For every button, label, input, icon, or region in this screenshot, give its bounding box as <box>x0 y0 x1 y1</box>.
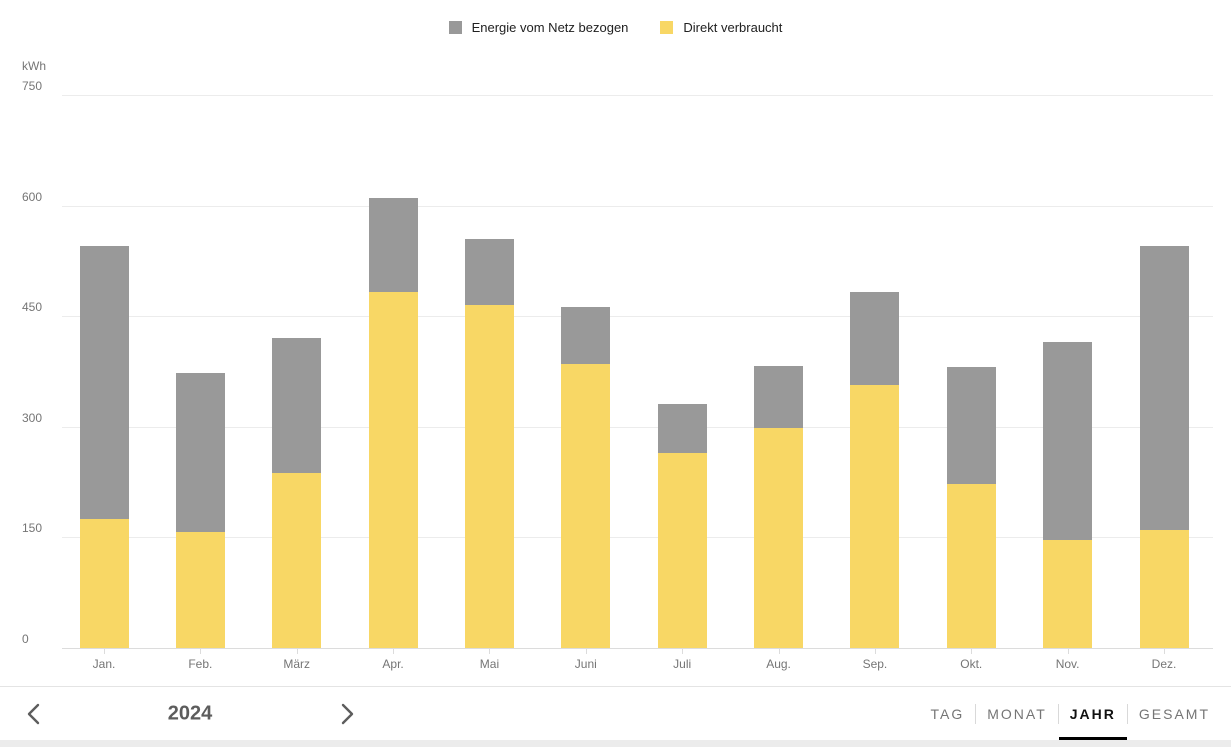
bar-segment-direct-consumed[interactable] <box>1139 530 1189 648</box>
bar-Aug <box>754 365 804 648</box>
x-axis-tick <box>200 648 202 654</box>
tab-monat[interactable]: MONAT <box>976 687 1058 740</box>
bar-segment-grid-energy[interactable] <box>946 367 996 485</box>
tab-divider <box>1057 703 1059 724</box>
bar-März <box>272 338 322 648</box>
bar-Mai <box>464 238 514 648</box>
gridline-150 <box>62 537 1213 539</box>
x-axis-tick <box>1067 648 1069 654</box>
bar-segment-direct-consumed[interactable] <box>368 291 418 648</box>
x-axis-tick <box>296 648 298 654</box>
bar-segment-direct-consumed[interactable] <box>657 452 707 648</box>
y-tick-label-450: 450 <box>22 300 43 315</box>
chart-legend: Energie vom Netz bezogen Direkt verbrauc… <box>0 20 1231 35</box>
gridline-300 <box>62 426 1213 428</box>
bar-segment-grid-energy[interactable] <box>850 291 900 385</box>
tab-gesamt[interactable]: GESAMT <box>1128 687 1221 740</box>
y-tick-label-750: 750 <box>22 79 43 93</box>
y-tick-label-150: 150 <box>22 521 43 536</box>
x-axis-tick <box>489 648 491 654</box>
legend-item-direct-consumed: Direkt verbraucht <box>660 20 782 35</box>
x-axis-label-Okt: Okt. <box>960 657 983 671</box>
bar-Okt <box>946 367 996 648</box>
bar-segment-grid-energy[interactable] <box>368 198 418 292</box>
x-axis-tick <box>682 648 684 654</box>
bar-Dez <box>1139 246 1189 648</box>
bar-segment-direct-consumed[interactable] <box>79 518 129 648</box>
x-axis-label-Sep: Sep. <box>862 657 888 671</box>
x-axis-tick <box>1164 648 1165 654</box>
y-axis-unit-label: kWh <box>22 59 46 73</box>
gridline-450 <box>62 316 1213 318</box>
bottom-section-divider <box>0 740 1231 747</box>
yellow-square-swatch-icon <box>660 21 674 34</box>
x-axis-tick <box>874 648 876 654</box>
legend-label-direct-consumed: Direkt verbraucht <box>683 20 783 35</box>
bar-segment-grid-energy[interactable] <box>272 338 322 473</box>
tab-tag[interactable]: TAG <box>919 687 975 740</box>
bar-segment-grid-energy[interactable] <box>1139 246 1189 530</box>
x-axis-label-Jan: Jan. <box>92 657 116 671</box>
x-axis-label-Apr: Apr. <box>382 657 404 671</box>
x-axis-tick <box>585 648 587 654</box>
bar-Juni <box>561 307 611 648</box>
time-range-tabs: TAG MONAT JAHR GESAMT <box>919 687 1221 740</box>
x-axis-label-Mai: Mai <box>479 657 500 671</box>
x-axis-label-Nov: Nov. <box>1055 657 1080 671</box>
current-year-label: 2024 <box>167 702 213 724</box>
tab-divider <box>1126 703 1128 724</box>
footer-bar: 2024 TAG MONAT JAHR GESAMT <box>0 686 1231 740</box>
next-year-button[interactable] <box>333 699 363 729</box>
x-axis-label-Dez: Dez. <box>1151 657 1177 671</box>
bar-Apr <box>368 198 418 648</box>
gray-square-swatch-icon <box>448 21 462 34</box>
y-tick-label-600: 600 <box>22 189 43 204</box>
bar-segment-direct-consumed[interactable] <box>175 532 225 648</box>
legend-item-grid-energy: Energie vom Netz bezogen <box>448 20 629 35</box>
bar-segment-direct-consumed[interactable] <box>946 484 996 648</box>
y-tick-label-0: 0 <box>22 632 29 646</box>
bar-Feb <box>175 372 225 648</box>
x-axis-tick <box>393 648 395 654</box>
x-axis-label-Juni: Juni <box>574 657 597 671</box>
previous-year-button[interactable] <box>18 699 48 729</box>
bar-segment-grid-energy[interactable] <box>657 403 707 453</box>
y-tick-label-300: 300 <box>22 410 43 425</box>
tab-jahr[interactable]: JAHR <box>1058 687 1128 740</box>
bar-segment-direct-consumed[interactable] <box>464 305 514 648</box>
x-axis-label-Aug: Aug. <box>766 657 791 671</box>
tab-divider <box>975 703 977 724</box>
bar-Sep <box>850 291 900 648</box>
x-axis-label-März: März <box>283 657 311 671</box>
bar-segment-grid-energy[interactable] <box>79 246 129 519</box>
bar-segment-grid-energy[interactable] <box>1043 342 1093 541</box>
bar-segment-grid-energy[interactable] <box>754 365 804 429</box>
bar-segment-direct-consumed[interactable] <box>754 428 804 648</box>
bar-segment-grid-energy[interactable] <box>175 372 225 533</box>
bar-segment-grid-energy[interactable] <box>561 307 611 365</box>
bar-segment-direct-consumed[interactable] <box>561 364 611 648</box>
bar-Juli <box>657 403 707 648</box>
x-axis-tick <box>778 648 780 654</box>
chevron-right-icon <box>341 703 354 724</box>
legend-label-grid-energy: Energie vom Netz bezogen <box>471 20 629 35</box>
bar-segment-direct-consumed[interactable] <box>272 472 322 648</box>
bar-Nov <box>1043 342 1093 648</box>
x-axis-tick <box>971 648 973 654</box>
gridline-750 <box>62 95 1213 96</box>
x-axis-tick <box>104 648 105 654</box>
x-axis-label-Feb: Feb. <box>188 657 213 671</box>
bar-segment-grid-energy[interactable] <box>464 238 514 306</box>
bar-segment-direct-consumed[interactable] <box>1043 540 1093 648</box>
chevron-left-icon <box>27 703 40 724</box>
x-axis-label-Juli: Juli <box>673 657 692 671</box>
gridline-600 <box>62 205 1213 207</box>
bar-segment-direct-consumed[interactable] <box>850 384 900 648</box>
gridline-0 <box>62 648 1213 649</box>
bar-Jan <box>79 246 129 648</box>
